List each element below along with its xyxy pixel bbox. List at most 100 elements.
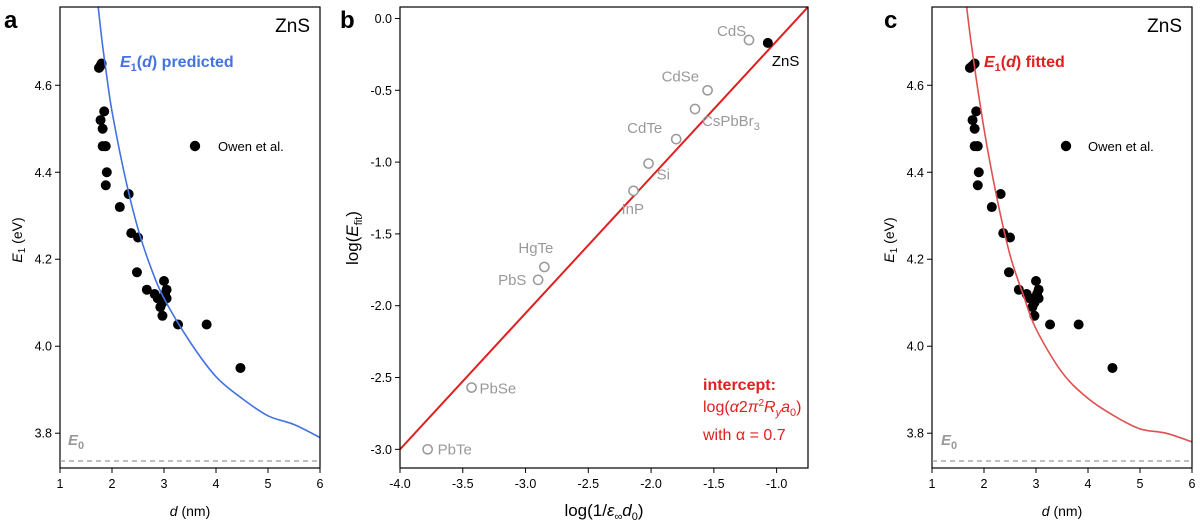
y-tick-label: 4.6 — [907, 79, 924, 93]
data-point-open — [743, 34, 755, 46]
x-tick-label: 4 — [213, 477, 220, 491]
series-curve — [97, 7, 320, 439]
panel-a-legend-marker — [189, 140, 201, 152]
y-tick-label: 4.0 — [35, 340, 52, 354]
data-point — [1107, 362, 1118, 373]
point-label: PbS — [498, 272, 526, 289]
panel-b-y-axis-label: log(Efit) — [343, 211, 365, 265]
panel-c-y-axis-label: E1 (eV) — [881, 217, 900, 262]
data-point-open — [628, 185, 639, 197]
data-point — [161, 284, 172, 295]
x-tick-label: 1 — [57, 477, 64, 491]
panel-c-frame — [931, 6, 1193, 469]
data-point — [201, 319, 212, 330]
panel-b: -4.0 -3.5 -3.0 -2.5 -2.0 -1.5 -1.0 -3.0 -2.5 -2.0… — [343, 6, 809, 523]
y-tick-label: 4.4 — [907, 166, 924, 180]
data-point-open — [643, 158, 654, 169]
data-point — [97, 123, 108, 134]
series-curve — [965, 7, 1192, 443]
x-tick-label: -1.5 — [703, 477, 725, 491]
data-point-open — [702, 84, 713, 96]
panel-a-legend-label: Owen et al. — [218, 139, 284, 154]
y-tick-label: -1.5 — [370, 227, 392, 241]
panel-c-legend-label: Owen et al. — [1088, 139, 1154, 154]
x-tick-label: 2 — [109, 477, 116, 491]
y-tick-label: 4.4 — [35, 166, 52, 180]
data-point — [157, 310, 168, 321]
x-tick-label: 5 — [1137, 477, 1144, 491]
data-point — [235, 362, 246, 373]
data-point — [100, 141, 111, 152]
point-label: PbTe — [438, 441, 472, 458]
panel-a-y-axis-label: E1 (eV) — [9, 217, 28, 262]
data-point — [762, 37, 773, 48]
point-label: CsPbBr3 — [702, 113, 760, 133]
x-tick-label: 1 — [929, 477, 936, 491]
point-label: HgTe — [518, 240, 553, 257]
data-point-open — [670, 133, 682, 145]
panel-c-x-axis-label: d (nm) — [1042, 503, 1082, 519]
data-point — [1045, 319, 1056, 330]
data-point-open — [689, 103, 701, 115]
point-label: Si — [657, 167, 670, 184]
panel-c-e0-label: E0 — [941, 432, 957, 452]
y-tick-label: -2.0 — [370, 299, 392, 313]
x-tick-label: 5 — [265, 477, 272, 491]
y-tick-label: 4.2 — [35, 253, 52, 267]
y-tick-label: 3.8 — [35, 427, 52, 441]
data-point — [99, 106, 110, 117]
point-label: PbSe — [480, 381, 517, 398]
data-point — [995, 189, 1006, 200]
y-tick-label: 4.2 — [907, 253, 924, 267]
data-point — [969, 123, 980, 134]
panel-b-point-labels: CdS CdSe CsPbBr3 CdTe Si InP HgTe PbS PbSe PbTe Zn… — [438, 23, 800, 458]
panel-a-plot-area — [94, 7, 320, 439]
point-label: CdSe — [662, 68, 700, 85]
data-point — [161, 293, 172, 304]
panel-a-ticks: 1 2 3 4 5 6 3.8 4.0 4.2 4.4 4.6 — [35, 79, 324, 491]
panel-a-curve-label-text: E1(d) predicted — [120, 54, 234, 74]
x-tick-label: 6 — [317, 477, 324, 491]
x-tick-label: -1.0 — [766, 477, 788, 491]
y-tick-label: -3.0 — [370, 443, 392, 457]
panel-b-annotation-line1: intercept: — [703, 377, 776, 394]
panel-b-annotation-line3: with α = 0.7 — [702, 427, 786, 444]
panel-b-annotation-line2: log(α2π2Rya0) — [703, 398, 801, 419]
point-label: InP — [622, 201, 645, 218]
data-point — [159, 275, 169, 286]
x-tick-label: 4 — [1085, 477, 1092, 491]
panel-a-curve-label: E1(d) predicted — [120, 54, 234, 74]
data-point-open — [532, 274, 544, 286]
x-tick-label: -3.5 — [452, 477, 474, 491]
data-point — [114, 202, 125, 213]
panel-a-x-axis-label: d (nm) — [170, 503, 210, 519]
y-tick-label: 3.8 — [907, 427, 924, 441]
point-label: CdTe — [627, 120, 662, 137]
data-point — [100, 180, 111, 191]
y-tick-label: -0.5 — [370, 84, 392, 98]
x-tick-label: -3.0 — [515, 477, 537, 491]
panel-c-material-label: ZnS — [1147, 16, 1182, 37]
y-tick-label: 0.0 — [375, 12, 392, 26]
data-point — [972, 141, 983, 152]
data-point — [95, 115, 106, 126]
x-tick-label: -2.0 — [640, 477, 662, 491]
panel-b-frame — [399, 6, 809, 469]
panel-a-e0-label: E0 — [68, 432, 84, 452]
panel-c-legend-marker — [1060, 140, 1072, 152]
panel-c: 1 2 3 4 5 6 3.8 4.0 4.2 4.4 4.6 ZnS E1(d) fitted O… — [881, 6, 1196, 519]
panel-b-plot-area — [400, 7, 808, 455]
x-tick-label: 3 — [161, 477, 168, 491]
data-point-open — [466, 382, 477, 393]
y-tick-label: 4.0 — [907, 340, 924, 354]
panel-a-letter: a — [4, 7, 18, 34]
data-point — [1073, 319, 1084, 330]
data-point — [973, 167, 984, 178]
data-point — [1003, 267, 1014, 278]
panel-a: 1 2 3 4 5 6 3.8 4.0 4.2 4.4 4.6 ZnS E1(d) predicte… — [9, 6, 324, 519]
data-point — [1033, 284, 1044, 295]
panel-c-plot-area — [964, 7, 1192, 443]
data-point-open — [422, 443, 433, 455]
